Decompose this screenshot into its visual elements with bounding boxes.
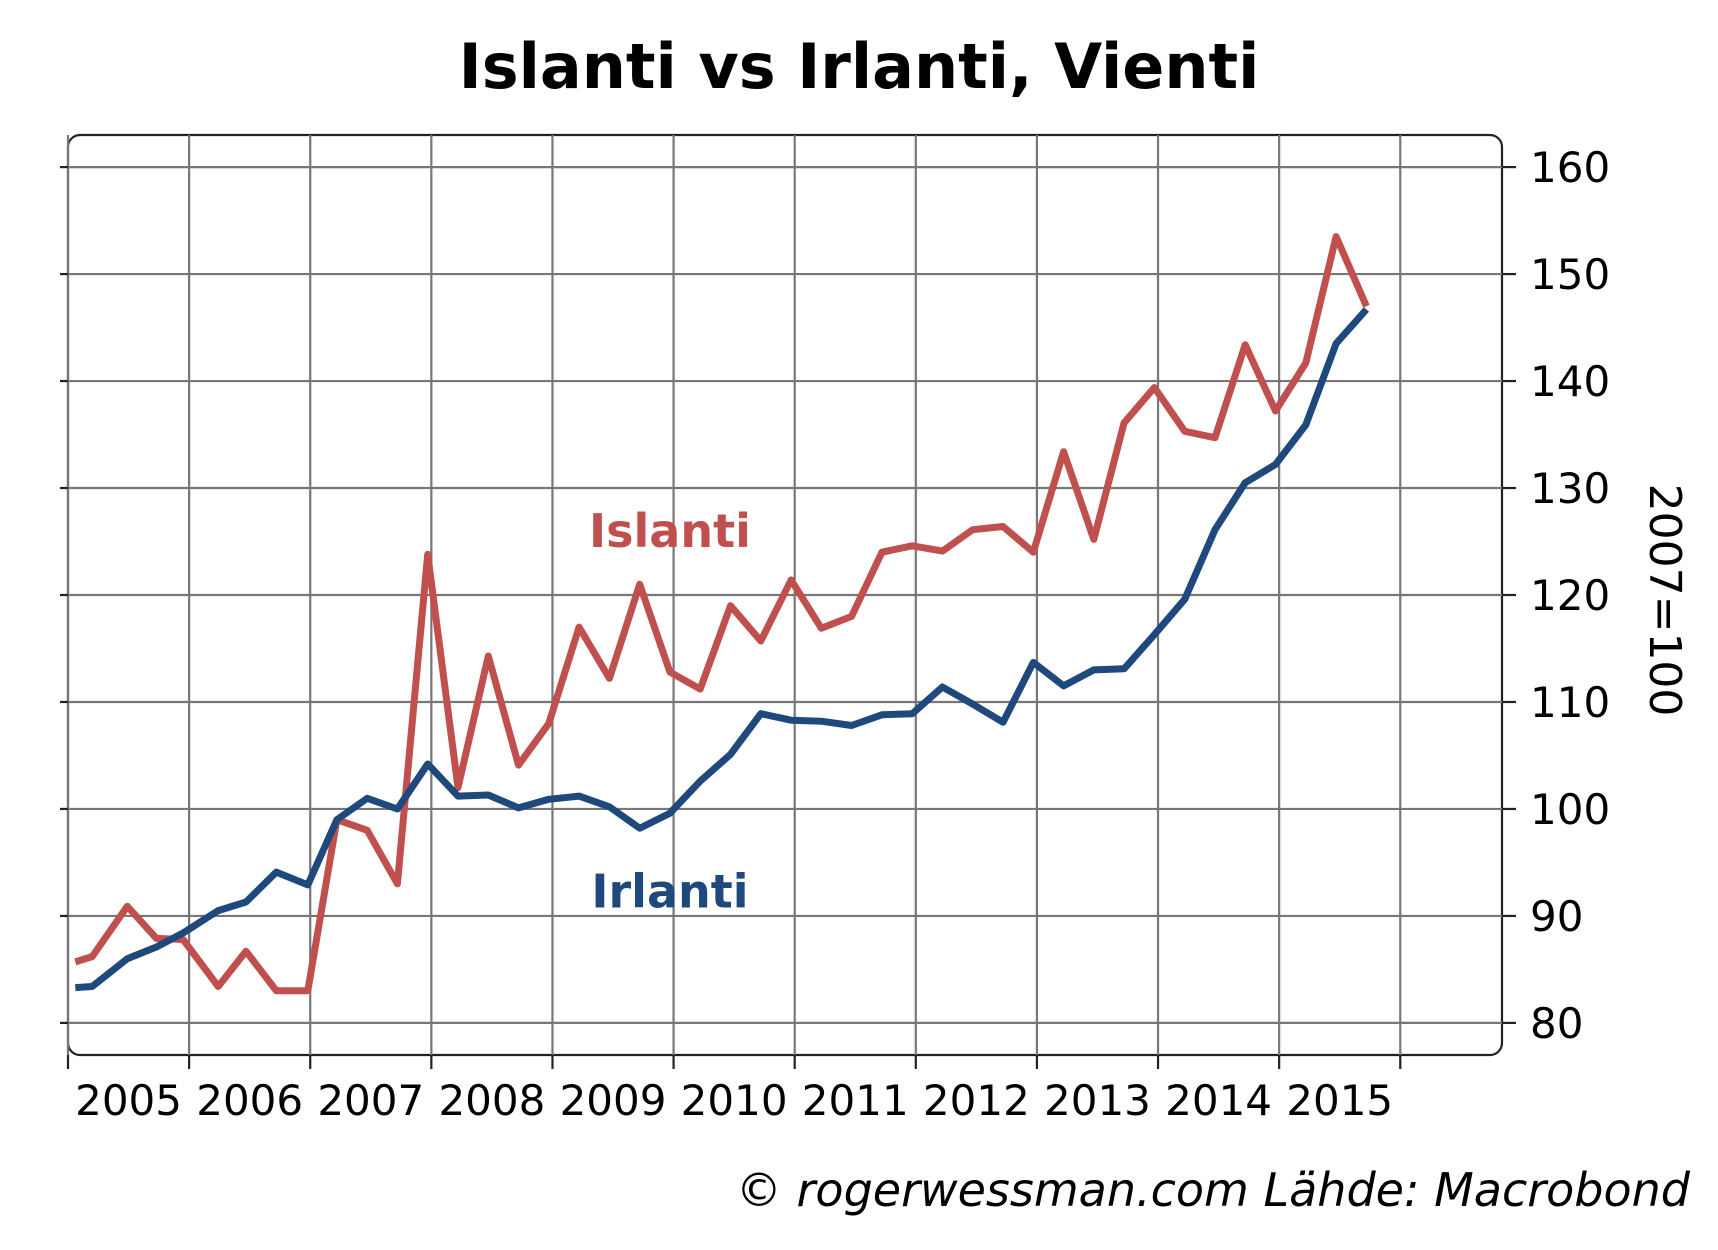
x-tick-label: 2014 <box>1165 1076 1272 1125</box>
series-line-irlanti <box>75 307 1370 992</box>
y-tick-label: 160 <box>1530 143 1610 192</box>
series-annotations: Islanti Irlanti <box>589 504 751 919</box>
x-tick-label: 2005 <box>75 1076 182 1125</box>
y-axis-label: 2007=100 <box>1639 484 1690 717</box>
source-credit: © rogerwessman.com Lähde: Macrobond <box>736 1163 1691 1217</box>
x-tick-label: 2007 <box>317 1076 424 1125</box>
series-label-islanti: Islanti <box>589 504 751 558</box>
x-tick-label: 2010 <box>681 1076 788 1125</box>
y-tick-label: 80 <box>1530 999 1583 1048</box>
x-tick-label: 2013 <box>1044 1076 1151 1125</box>
x-tick-label: 2009 <box>560 1076 667 1125</box>
y-tick-label: 120 <box>1530 571 1610 620</box>
y-tick-label: 140 <box>1530 357 1610 406</box>
series-lines <box>74 233 1370 995</box>
x-tick-label: 2012 <box>923 1076 1030 1125</box>
y-tick-label: 130 <box>1530 464 1610 513</box>
axes: 80 90 100 110 120 130 140 150 160 2005 2006 2007 200… <box>60 143 1610 1125</box>
series-line-islanti <box>74 233 1370 995</box>
x-tick-label: 2006 <box>196 1076 303 1125</box>
chart-title: Islanti vs Irlanti, Vienti <box>459 30 1260 103</box>
y-tick-label: 110 <box>1530 678 1610 727</box>
y-tick-label: 150 <box>1530 250 1610 299</box>
x-tick-label: 2015 <box>1286 1076 1393 1125</box>
x-tick-label: 2011 <box>802 1076 909 1125</box>
y-tick-label: 100 <box>1530 785 1610 834</box>
series-label-irlanti: Irlanti <box>591 864 748 918</box>
y-tick-label: 90 <box>1530 892 1583 941</box>
x-tick-label: 2008 <box>438 1076 545 1125</box>
